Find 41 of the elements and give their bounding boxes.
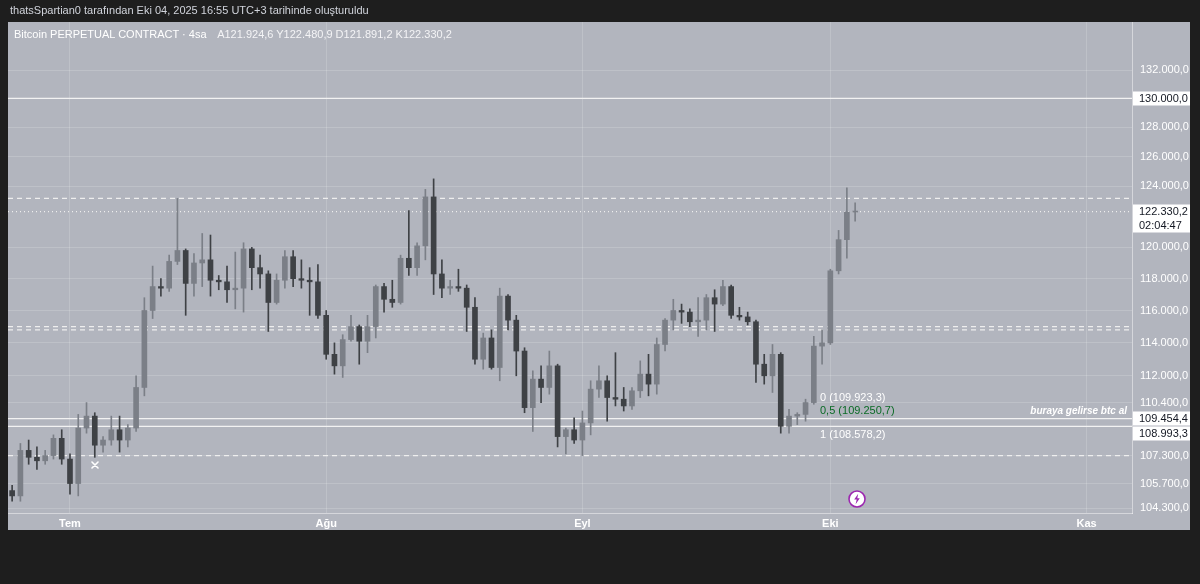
candlestick — [215, 275, 222, 291]
text: thatsSpartian0 tarafından Eki 04, 2025 16:55 UTC+3 tarihinde oluşturuldu — [10, 4, 369, 17]
y-tick-label: 105.700,0 — [1140, 476, 1189, 489]
ref-line-label: 109.454,4 — [1139, 412, 1188, 425]
y-tick-label: 104.300,0 — [1140, 501, 1189, 514]
y-tick-label: 124.000,0 — [1140, 179, 1189, 192]
candlestick — [794, 412, 801, 425]
y-tick-label: 114.000,0 — [1140, 335, 1189, 348]
y-tick-label: 128.000,0 — [1140, 120, 1189, 133]
x-tick-label: Tem — [59, 516, 82, 529]
candlestick — [538, 365, 544, 403]
text: Bitcoin PERPETUAL CONTRACT · 4sa — [14, 28, 208, 41]
text: A121.924,6 Y122.480,9 D121.891,2 K122.330,2 — [217, 28, 452, 41]
annotation: 0,5 (109.250,7) — [820, 404, 895, 417]
y-tick-label: 112.000,0 — [1140, 368, 1189, 381]
candlestick — [389, 279, 396, 308]
candlestick — [257, 254, 263, 289]
candlestick — [695, 297, 701, 337]
annotation: 0 (109.923,3) — [820, 391, 886, 404]
candlestick — [232, 251, 239, 310]
candlestick — [158, 278, 164, 297]
x-tick-label: Ağu — [315, 516, 337, 529]
candlestick — [406, 210, 412, 276]
y-tick-label: 107.300,0 — [1140, 448, 1189, 461]
x-tick-label: Eyl — [574, 516, 591, 529]
y-tick-label: 116.000,0 — [1140, 303, 1189, 316]
candlestick — [224, 265, 230, 303]
annotation: 1 (108.578,2) — [820, 428, 886, 441]
ref-line-label: 130.000,0 — [1139, 91, 1188, 104]
y-tick-label: 120.000,0 — [1140, 240, 1189, 253]
ref-line-label: 108.993,3 — [1139, 427, 1188, 440]
y-tick-label: 126.000,0 — [1140, 149, 1189, 162]
y-tick-label: 110.400,0 — [1140, 395, 1189, 408]
x-tick-label: Kas — [1076, 516, 1097, 529]
candlestick — [34, 446, 40, 470]
y-tick-label: 132.000,0 — [1140, 63, 1189, 76]
candlestick — [447, 279, 453, 295]
ref-line-label: 122.330,2 02:04:47 — [1139, 205, 1188, 232]
x-tick-label: Eki — [822, 516, 839, 529]
annotation: buraya gelirse btc al — [1030, 405, 1128, 417]
y-tick-label: 118.000,0 — [1140, 271, 1189, 284]
